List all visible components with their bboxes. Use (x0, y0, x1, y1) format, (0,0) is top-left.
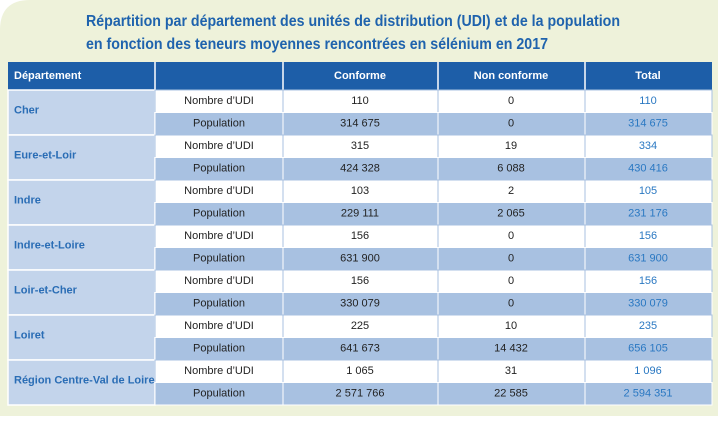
cell-value: 314 675 (340, 118, 380, 130)
row-label: Population (193, 118, 245, 130)
row-label: Population (193, 343, 245, 355)
cell-value: 156 (639, 230, 657, 242)
cell-value: 0 (508, 253, 514, 265)
row-label: Nombre d’UDI (184, 95, 254, 107)
department-name: Loir-et-Cher (14, 284, 78, 296)
cell-value: 14 432 (494, 343, 528, 355)
department-name: Indre (14, 194, 41, 206)
row-label: Nombre d’UDI (184, 275, 254, 287)
cell-value: 315 (351, 140, 369, 152)
cell-value: 229 111 (341, 208, 379, 220)
title-line: en fonction des teneurs moyennes rencont… (86, 36, 548, 53)
cell-value: 330 079 (340, 298, 380, 310)
department-name: Indre-et-Loire (14, 239, 85, 251)
header-row (8, 62, 712, 90)
cell-value: 235 (639, 320, 657, 332)
row-label: Population (193, 208, 245, 220)
cell-value: 0 (508, 275, 514, 287)
cell-value: 0 (508, 230, 514, 242)
cell-value: 6 088 (497, 163, 525, 175)
department-name: Loiret (14, 329, 45, 341)
title-line: Répartition par département des unités d… (86, 13, 620, 30)
row-label: Population (193, 388, 245, 400)
column-header: Département (14, 70, 82, 82)
row-label: Nombre d’UDI (184, 185, 254, 197)
row-label: Nombre d’UDI (184, 365, 254, 377)
cell-value: 631 900 (628, 253, 668, 265)
cell-value: 656 105 (628, 343, 668, 355)
column-header: Conforme (334, 70, 386, 82)
cell-value: 314 675 (628, 118, 668, 130)
cell-value: 2 571 766 (336, 388, 385, 400)
column-header: Total (635, 70, 660, 82)
cell-value: 225 (351, 320, 369, 332)
cell-value: 110 (639, 95, 657, 107)
department-cell (7, 224, 156, 271)
cell-value: 156 (351, 230, 369, 242)
row-label: Population (193, 163, 245, 175)
cell-value: 0 (508, 95, 514, 107)
cell-value: 430 416 (628, 163, 668, 175)
column-header: Non conforme (474, 70, 549, 82)
cell-value: 334 (639, 140, 657, 152)
cell-value: 424 328 (340, 163, 380, 175)
cell-value: 10 (505, 320, 517, 332)
cell-value: 2 594 351 (624, 388, 673, 400)
cell-value: 156 (351, 275, 369, 287)
cell-value: 105 (639, 185, 657, 197)
department-name: Eure-et-Loir (14, 149, 77, 161)
cell-value: 231 176 (628, 208, 668, 220)
row-label: Nombre d’UDI (184, 320, 254, 332)
department-name: Cher (14, 104, 40, 116)
department-cell (7, 134, 156, 181)
row-label: Population (193, 253, 245, 265)
cell-value: 641 673 (340, 343, 380, 355)
cell-value: 0 (508, 118, 514, 130)
cell-value: 103 (351, 185, 369, 197)
cell-value: 2 (508, 185, 514, 197)
department-name: Région Centre-Val de Loire (14, 374, 155, 386)
cell-value: 110 (351, 95, 369, 107)
cell-value: 19 (505, 140, 517, 152)
department-cell (7, 89, 156, 136)
table-cell (584, 382, 713, 406)
cell-value: 1 065 (346, 365, 374, 377)
cell-value: 330 079 (628, 298, 668, 310)
cell-value: 22 585 (494, 388, 528, 400)
cell-value: 31 (505, 365, 517, 377)
cell-value: 2 065 (497, 208, 525, 220)
row-label: Nombre d’UDI (184, 140, 254, 152)
cell-value: 156 (639, 275, 657, 287)
row-label: Nombre d’UDI (184, 230, 254, 242)
cell-value: 0 (508, 298, 514, 310)
department-cell (7, 269, 156, 316)
cell-value: 631 900 (340, 253, 380, 265)
cell-value: 1 096 (634, 365, 662, 377)
row-label: Population (193, 298, 245, 310)
